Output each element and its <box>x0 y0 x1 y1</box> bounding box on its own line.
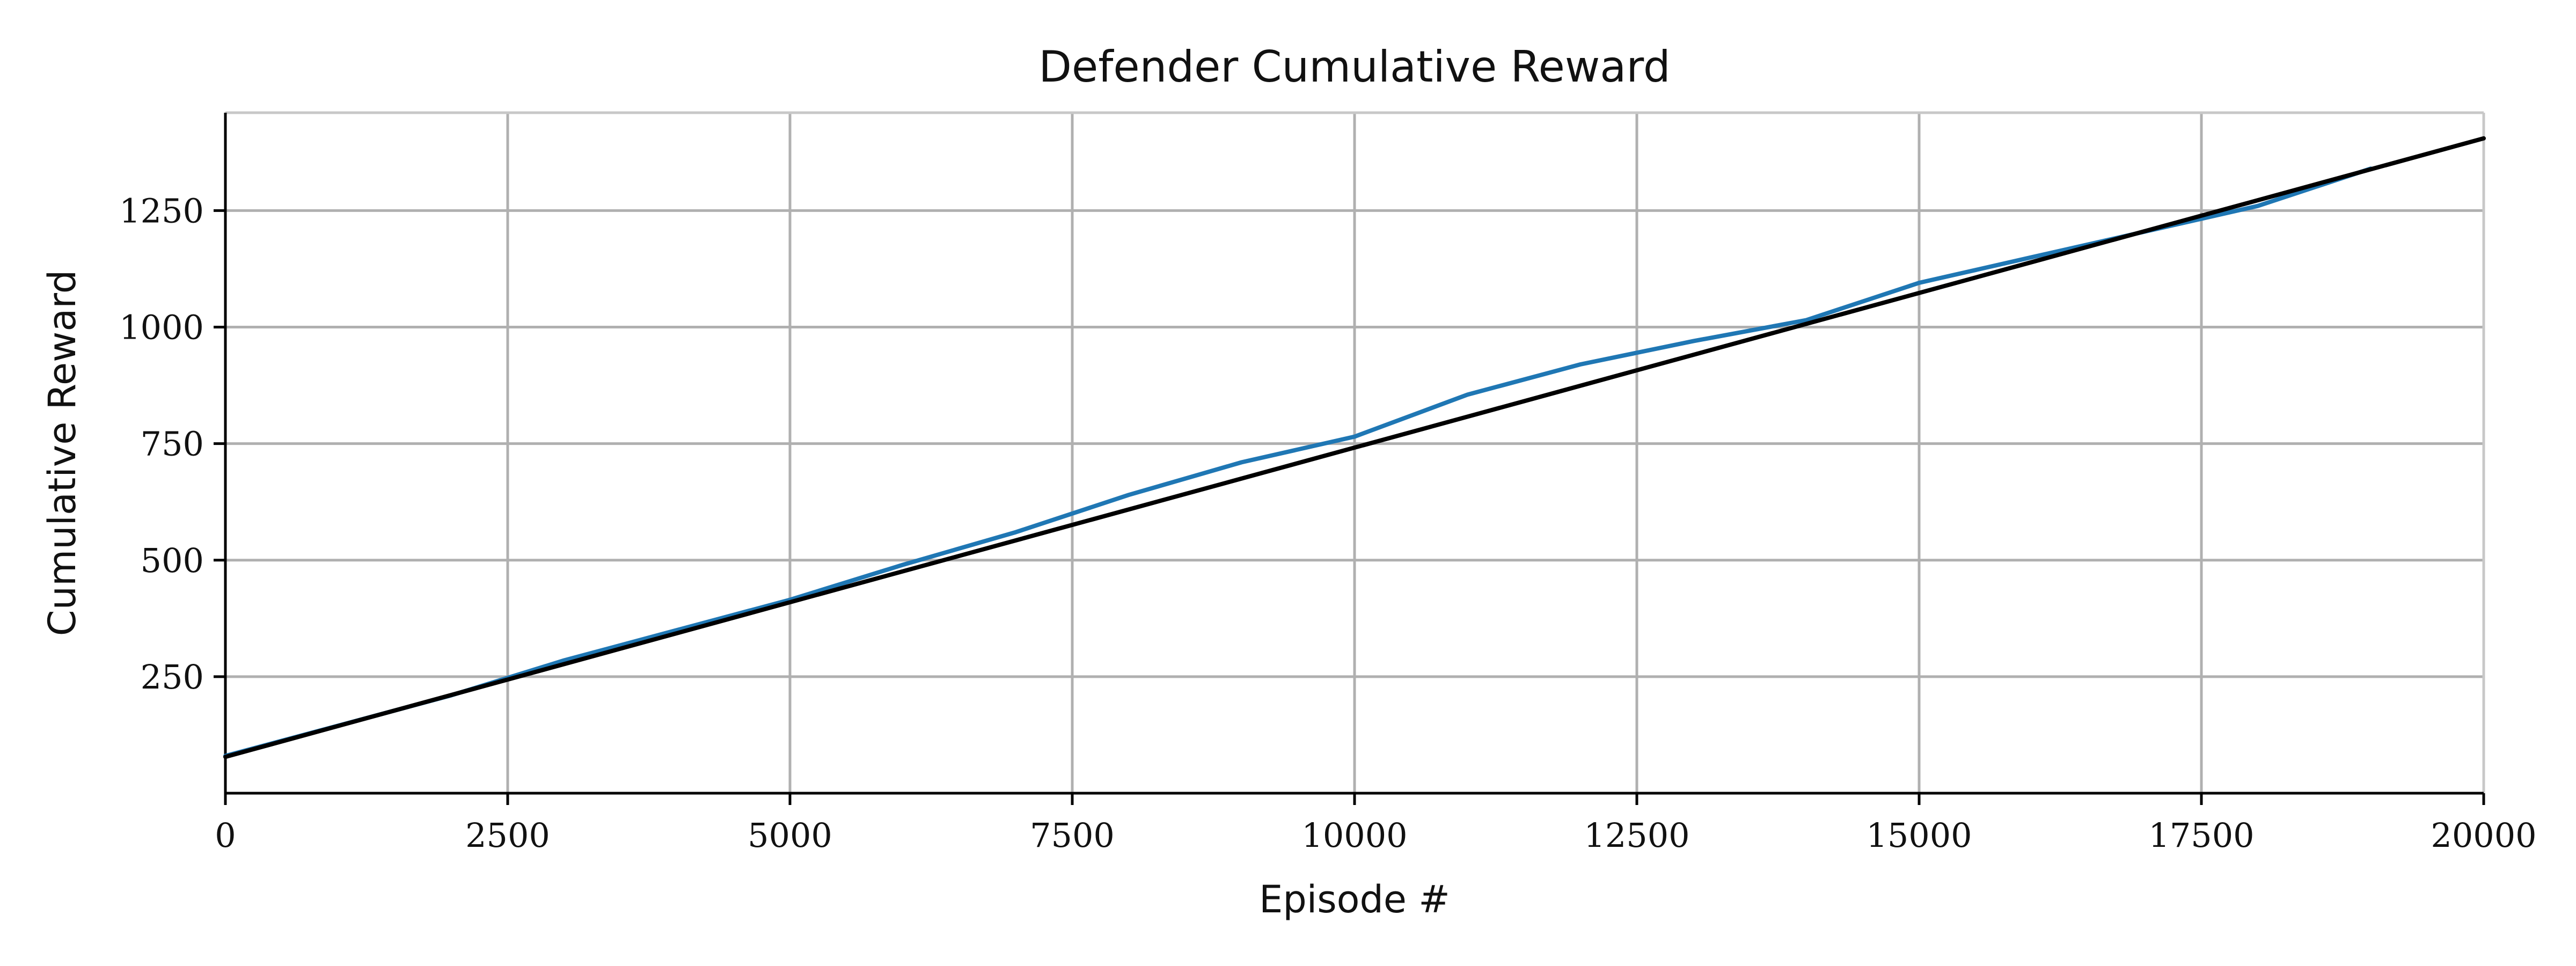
series-lines <box>223 136 2486 759</box>
grid <box>224 113 2485 793</box>
x-tick-label: 2500 <box>465 816 550 855</box>
y-axis-ticks: 250 500 750 1000 1250 <box>119 191 225 697</box>
x-axis-label: Episode # <box>1259 877 1450 921</box>
series-line-black <box>223 136 2486 759</box>
x-tick-label: 5000 <box>748 816 832 855</box>
x-tick-label: 17500 <box>2148 816 2254 855</box>
y-tick-label: 250 <box>141 657 204 697</box>
y-tick-label: 500 <box>141 541 204 580</box>
x-tick-label: 15000 <box>1866 816 1972 855</box>
y-tick-label: 750 <box>141 425 204 464</box>
y-tick-label: 1250 <box>119 191 204 230</box>
x-tick-label: 0 <box>215 816 236 855</box>
chart-title: Defender Cumulative Reward <box>1038 42 1670 92</box>
y-axis-label: Cumulative Reward <box>40 270 84 636</box>
series-line-blue <box>223 166 2373 758</box>
x-axis-ticks: 0 2500 5000 7500 10000 12500 15000 17500 20000 <box>215 793 2537 855</box>
x-tick-label: 20000 <box>2431 816 2536 855</box>
y-tick-label: 1000 <box>119 308 204 347</box>
x-tick-label: 10000 <box>1301 816 1407 855</box>
x-tick-label: 7500 <box>1030 816 1115 855</box>
x-tick-label: 12500 <box>1584 816 1689 855</box>
